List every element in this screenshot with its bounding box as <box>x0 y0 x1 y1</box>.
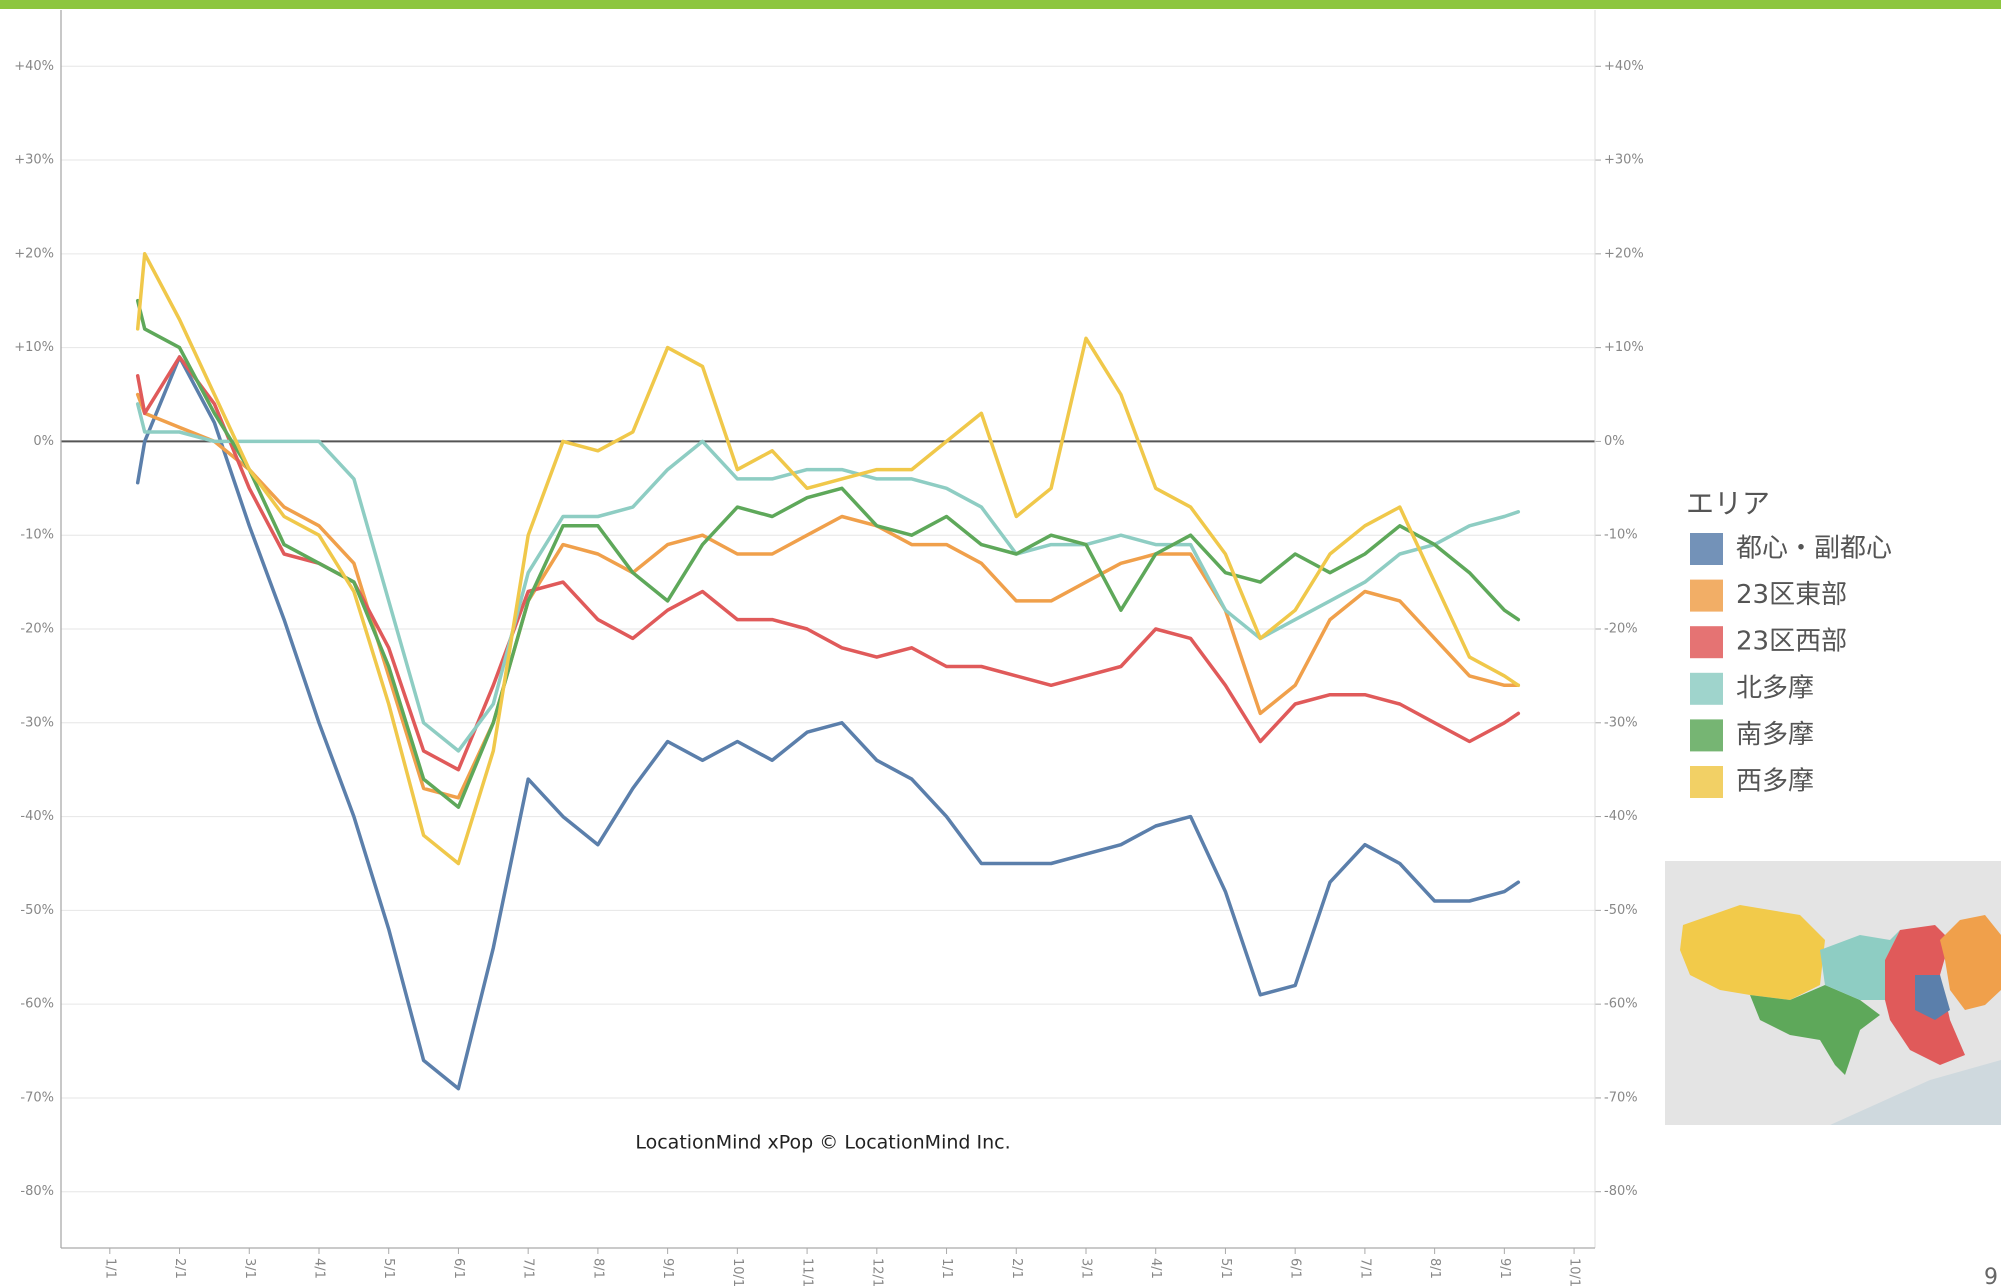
legend-title: エリア <box>1686 487 1770 520</box>
y-tick-label: -80% <box>20 1184 54 1199</box>
legend-label: 都心・副都心 <box>1736 534 1892 564</box>
x-tick-label: 10/1 <box>730 1258 745 1287</box>
legend-swatch <box>1690 579 1723 612</box>
page-number: 9 <box>1984 1265 1998 1288</box>
legend-swatch <box>1690 672 1723 705</box>
x-tick-label: 5/1 <box>1218 1258 1233 1279</box>
y-tick-label: -40% <box>20 809 54 824</box>
legend-swatch <box>1690 766 1723 798</box>
map-ward-east <box>1940 915 2001 1010</box>
y2-tick-label: -20% <box>1604 622 1638 637</box>
x-tick-label: 3/1 <box>242 1258 257 1279</box>
x-tick-label: 7/1 <box>1357 1258 1372 1279</box>
y2-tick-label: -50% <box>1604 903 1638 918</box>
x-tick-label: 7/1 <box>521 1258 536 1279</box>
x-tick-label: 8/1 <box>590 1258 605 1279</box>
map-sea <box>1830 1060 2001 1125</box>
series-line <box>135 252 1521 866</box>
y2-tick-label: +30% <box>1604 153 1644 168</box>
legend-label: 南多摩 <box>1736 720 1814 750</box>
map-north-tama <box>1820 930 1900 1000</box>
x-tick-label: 9/1 <box>660 1258 675 1279</box>
map-west-tama <box>1680 905 1825 1000</box>
x-tick-label: 2/1 <box>1009 1258 1024 1279</box>
legend-swatch <box>1690 626 1723 659</box>
y-tick-label: +20% <box>14 246 54 261</box>
x-tick-label: 8/1 <box>1427 1258 1442 1279</box>
series-line <box>135 402 1521 753</box>
x-tick-label: 11/1 <box>800 1258 815 1287</box>
x-tick-label: 10/1 <box>1567 1258 1582 1287</box>
legend-label: 23区東部 <box>1736 580 1847 610</box>
x-tick-label: 6/1 <box>451 1258 466 1279</box>
legend-label: 西多摩 <box>1736 767 1814 797</box>
y2-tick-label: -60% <box>1604 997 1638 1012</box>
y2-tick-label: -70% <box>1604 1090 1638 1105</box>
y-tick-label: -50% <box>20 903 54 918</box>
y-tick-label: -60% <box>20 997 54 1012</box>
y2-tick-label: 0% <box>1604 434 1625 449</box>
y-tick-label: +30% <box>14 153 54 168</box>
x-tick-label: 5/1 <box>381 1258 396 1279</box>
x-tick-label: 1/1 <box>102 1258 117 1279</box>
y2-tick-label: +40% <box>1604 59 1644 74</box>
top-bar <box>0 0 2001 9</box>
annotation: LocationMind xPop © LocationMind Inc. <box>635 1132 1010 1154</box>
map-south-tama <box>1750 985 1880 1075</box>
y-tick-label: +10% <box>14 340 54 355</box>
legend-label: 23区西部 <box>1736 627 1847 657</box>
y2-tick-label: -10% <box>1604 528 1638 543</box>
y-tick-label: -10% <box>20 528 54 543</box>
y2-tick-label: -30% <box>1604 715 1638 730</box>
plot: +40% +40% +30% +30% +20% +20% +10% +10% 0% 0% -10%… <box>14 10 1644 1287</box>
x-tick-label: 3/1 <box>1078 1258 1093 1279</box>
x-tick-label: 2/1 <box>172 1258 187 1279</box>
x-tick-label: 6/1 <box>1288 1258 1303 1279</box>
y2-tick-label: +10% <box>1604 340 1644 355</box>
y-tick-label: -70% <box>20 1090 54 1105</box>
x-tick-label: 12/1 <box>869 1258 884 1287</box>
map-central <box>1915 975 1950 1020</box>
y2-tick-label: +20% <box>1604 246 1644 261</box>
x-tick-label: 4/1 <box>1148 1258 1163 1279</box>
y-tick-label: 0% <box>33 434 54 449</box>
y-tick-label: -20% <box>20 622 54 637</box>
map <box>1665 861 2001 1125</box>
legend-swatch <box>1690 719 1723 752</box>
y-tick-label: +40% <box>14 59 54 74</box>
y-tick-label: -30% <box>20 715 54 730</box>
legend-label: 北多摩 <box>1736 673 1814 703</box>
y2-tick-label: -80% <box>1604 1184 1638 1199</box>
x-tick-label: 1/1 <box>939 1258 954 1279</box>
y2-tick-label: -40% <box>1604 809 1638 824</box>
series-line <box>135 355 1521 1091</box>
legend-swatch <box>1690 533 1723 565</box>
series-line <box>135 392 1521 800</box>
x-tick-label: 9/1 <box>1497 1258 1512 1279</box>
x-tick-label: 4/1 <box>311 1258 326 1279</box>
